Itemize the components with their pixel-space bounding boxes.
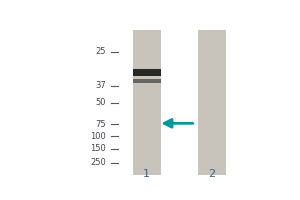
Bar [133, 69, 161, 76]
Text: 37: 37 [95, 81, 106, 90]
Bar [133, 79, 161, 83]
Bar [198, 30, 226, 175]
Text: 2: 2 [208, 169, 215, 179]
Text: 150: 150 [90, 144, 106, 153]
Text: 25: 25 [96, 47, 106, 56]
Text: 250: 250 [90, 158, 106, 167]
Text: 50: 50 [96, 98, 106, 107]
Text: 75: 75 [95, 120, 106, 129]
Text: 1: 1 [143, 169, 150, 179]
Bar [133, 30, 161, 175]
Text: 100: 100 [90, 132, 106, 141]
